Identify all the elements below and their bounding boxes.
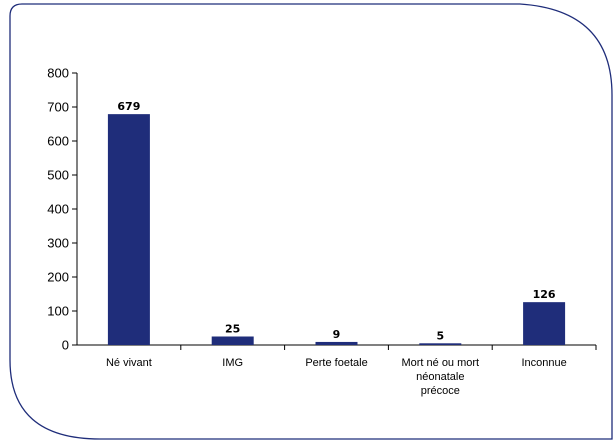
x-category-label: précoce (421, 385, 460, 397)
data-label: 679 (117, 100, 140, 113)
y-tick-label: 100 (47, 304, 69, 319)
rounded-frame (9, 3, 613, 440)
data-label: 9 (333, 328, 341, 341)
x-category-label: Mort né ou mort (401, 357, 479, 369)
bar (211, 336, 254, 345)
y-tick-label: 200 (47, 270, 69, 285)
bar (315, 341, 358, 345)
x-category-label: Inconnue (521, 357, 566, 369)
y-tick-label: 600 (47, 134, 69, 149)
bar (107, 114, 150, 345)
y-tick-label: 700 (47, 100, 69, 115)
x-category-label: Perte foetale (305, 357, 367, 369)
y-axis: 0 100 200 300 400 500 600 700 800 (47, 66, 78, 353)
x-category-label: IMG (222, 357, 243, 369)
y-tick-label: 0 (62, 338, 69, 353)
data-label: 25 (225, 323, 240, 336)
x-category-label: Né vivant (106, 357, 152, 369)
y-tick-label: 400 (47, 202, 69, 217)
data-labels: 679 25 9 5 126 (117, 100, 556, 342)
bar (419, 343, 462, 345)
y-tick-label: 300 (47, 236, 69, 251)
x-axis: Né vivant IMG Perte foetale Mort né ou mort… (77, 344, 597, 397)
bar-series (107, 114, 566, 345)
x-category-label: néonatale (416, 371, 464, 383)
y-tick-label: 500 (47, 168, 69, 183)
y-tick-label: 800 (47, 66, 69, 81)
data-label: 5 (436, 329, 444, 342)
bar (523, 302, 566, 345)
data-label: 126 (533, 288, 556, 301)
